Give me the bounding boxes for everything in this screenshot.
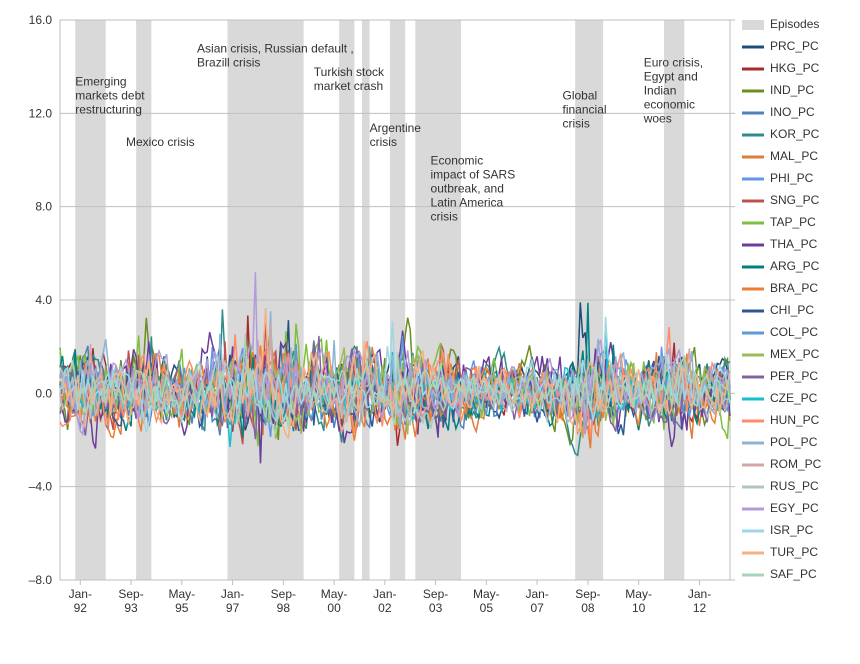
- x-tick-label: 92: [74, 601, 88, 615]
- annotation-text: Asian crisis, Russian default ,: [197, 42, 354, 56]
- x-tick-label: Sep-: [423, 587, 448, 601]
- legend-label: COL_PC: [770, 325, 818, 339]
- x-tick-label: Sep-: [118, 587, 143, 601]
- annotation-text: impact of SARS: [431, 168, 516, 182]
- y-tick-label: –4.0: [29, 480, 53, 494]
- annotation-text: crisis: [370, 135, 397, 149]
- y-tick-label: 16.0: [29, 13, 53, 27]
- x-tick-label: 00: [327, 601, 341, 615]
- legend-label: ISR_PC: [770, 523, 814, 537]
- annotation-text: Brazill crisis: [197, 56, 260, 70]
- x-tick-label: Jan-: [525, 587, 548, 601]
- annotation-text: markets debt: [75, 88, 145, 102]
- x-tick-label: May-: [473, 587, 500, 601]
- annotation-text: Turkish stock: [314, 65, 385, 79]
- annotation-text: crisis: [431, 210, 458, 224]
- x-tick-label: 03: [429, 601, 443, 615]
- x-tick-label: 02: [378, 601, 392, 615]
- y-tick-label: 4.0: [35, 293, 52, 307]
- x-tick-label: 12: [693, 601, 707, 615]
- annotation-text: economic: [644, 98, 695, 112]
- legend-label: HUN_PC: [770, 413, 820, 427]
- annotation-text: outbreak, and: [431, 182, 504, 196]
- legend-label: ROM_PC: [770, 457, 822, 471]
- legend-label: PER_PC: [770, 369, 818, 383]
- x-tick-label: Jan-: [688, 587, 711, 601]
- annotation-text: financial: [563, 102, 607, 116]
- y-tick-label: –8.0: [29, 573, 53, 587]
- legend-label: CZE_PC: [770, 391, 818, 405]
- y-tick-label: 12.0: [29, 106, 53, 120]
- x-tick-label: Sep-: [575, 587, 600, 601]
- chart-svg: –8.0–4.00.04.08.012.016.0Jan-92Sep-93May…: [0, 0, 860, 664]
- annotation-text: market crash: [314, 79, 383, 93]
- annotation-text: restructuring: [75, 102, 142, 116]
- legend-label: HKG_PC: [770, 61, 820, 75]
- x-tick-label: Jan-: [373, 587, 396, 601]
- x-tick-label: 97: [226, 601, 240, 615]
- legend-label: IND_PC: [770, 83, 814, 97]
- y-tick-label: 0.0: [35, 386, 52, 400]
- annotation-text: Argentine: [370, 121, 422, 135]
- annotation-text: Euro crisis,: [644, 56, 703, 70]
- x-tick-label: 93: [124, 601, 138, 615]
- legend-label: SAF_PC: [770, 567, 817, 581]
- annotation-text: Emerging: [75, 74, 126, 88]
- x-tick-label: 07: [530, 601, 544, 615]
- x-tick-label: May-: [321, 587, 348, 601]
- legend-label: CHI_PC: [770, 303, 814, 317]
- legend-label: ARG_PC: [770, 259, 820, 273]
- legend-label: TUR_PC: [770, 545, 818, 559]
- legend-label: MEX_PC: [770, 347, 820, 361]
- legend-label: TAP_PC: [770, 215, 816, 229]
- legend-label: KOR_PC: [770, 127, 820, 141]
- legend-label: PHI_PC: [770, 171, 814, 185]
- x-tick-label: Jan-: [69, 587, 92, 601]
- x-tick-label: May-: [168, 587, 195, 601]
- annotation-text: Egypt and: [644, 70, 698, 84]
- x-tick-label: Sep-: [271, 587, 296, 601]
- y-tick-label: 8.0: [35, 200, 52, 214]
- annotation-text: crisis: [563, 116, 590, 130]
- x-tick-label: Jan-: [221, 587, 244, 601]
- x-tick-label: 95: [175, 601, 189, 615]
- x-tick-label: May-: [625, 587, 652, 601]
- legend-label: BRA_PC: [770, 281, 818, 295]
- x-tick-label: 08: [581, 601, 595, 615]
- annotation-text: woes: [643, 112, 672, 126]
- legend-label: SNG_PC: [770, 193, 820, 207]
- x-tick-label: 10: [632, 601, 646, 615]
- legend-label: EGY_PC: [770, 501, 819, 515]
- legend-label: MAL_PC: [770, 149, 818, 163]
- annotation-text: Indian: [644, 84, 677, 98]
- annotation-text: Latin America: [431, 196, 504, 210]
- legend-label: INO_PC: [770, 105, 815, 119]
- chart-container: –8.0–4.00.04.08.012.016.0Jan-92Sep-93May…: [0, 0, 860, 664]
- annotation-text: Global: [563, 88, 598, 102]
- legend-label: POL_PC: [770, 435, 818, 449]
- annotation-text: Economic: [431, 154, 484, 168]
- legend-label: RUS_PC: [770, 479, 819, 493]
- x-tick-label: 98: [277, 601, 291, 615]
- legend-label: PRC_PC: [770, 39, 819, 53]
- legend-label: THA_PC: [770, 237, 818, 251]
- legend-swatch: [742, 20, 764, 30]
- x-tick-label: 05: [480, 601, 494, 615]
- legend-label: Episodes: [770, 17, 819, 31]
- annotation-text: Mexico crisis: [126, 135, 195, 149]
